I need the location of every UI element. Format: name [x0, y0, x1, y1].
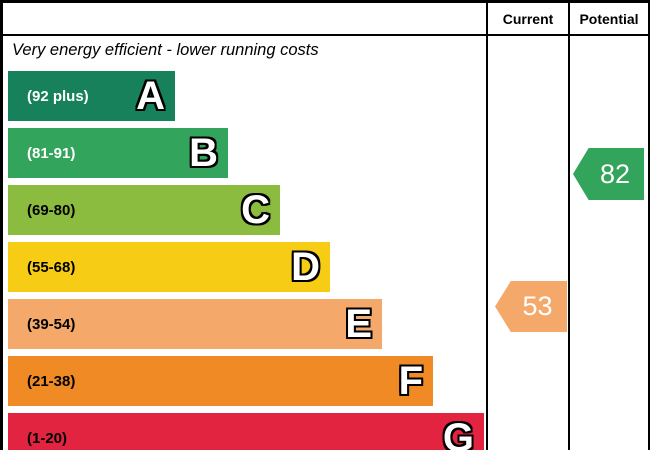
current-column-header: Current: [502, 10, 554, 27]
current-rating-value: 53: [522, 291, 553, 321]
band-b: (81-91) B: [8, 128, 228, 178]
band-b-letter: B: [189, 131, 218, 175]
band-f-letter: F: [398, 359, 423, 403]
band-e-range-label: (39-54): [27, 315, 76, 333]
band-a: (92 plus) A: [8, 71, 175, 121]
band-g-range-label: (1-20): [27, 429, 68, 447]
band-c: (69-80) C: [8, 185, 280, 235]
band-f: (21-38) F: [8, 356, 433, 406]
band-e-letter: E: [345, 302, 372, 346]
header-separator: [3, 34, 648, 36]
band-g: (1-20) G: [8, 413, 484, 450]
potential-rating-arrow: 82: [573, 148, 644, 200]
current-rating-arrow: 53: [495, 281, 567, 332]
potential-rating-value: 82: [599, 158, 631, 189]
band-d: (55-68) D: [8, 242, 330, 292]
top-caption: Very energy efficient - lower running co…: [12, 41, 319, 59]
band-a-letter: A: [136, 74, 165, 118]
band-d-letter: D: [291, 245, 320, 289]
band-d-range-label: (55-68): [27, 258, 76, 276]
band-b-range-label: (81-91): [27, 144, 76, 162]
band-c-letter: C: [241, 188, 270, 232]
potential-column-divider: [568, 3, 570, 450]
band-f-range-label: (21-38): [27, 372, 76, 390]
current-column-divider: [486, 3, 488, 450]
band-g-letter: G: [442, 416, 474, 450]
band-c-range-label: (69-80): [27, 201, 76, 219]
band-a-range-label: (92 plus): [27, 87, 89, 105]
band-e: (39-54) E: [8, 299, 382, 349]
potential-column-header: Potential: [579, 10, 639, 27]
